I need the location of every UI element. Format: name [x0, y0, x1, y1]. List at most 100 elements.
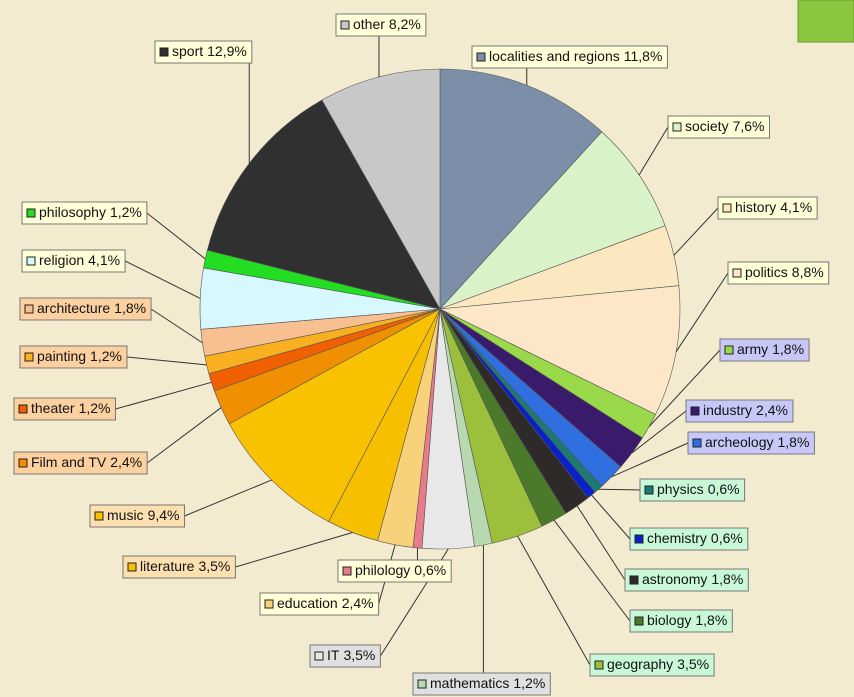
value-label: 1,8% [778, 434, 810, 450]
label-swatch [630, 576, 638, 584]
label-swatch [635, 535, 643, 543]
label-swatch [25, 305, 33, 313]
value-label: 1,8% [711, 571, 743, 587]
label-swatch [341, 21, 349, 29]
slice-label: theater1,2% [14, 398, 116, 420]
slice-label: literature3,5% [123, 556, 235, 578]
value-label: 1,2% [513, 675, 545, 691]
label-swatch [635, 617, 643, 625]
category-name: Film and TV [31, 454, 107, 470]
label-swatch [27, 257, 35, 265]
value-label: 11,8% [624, 48, 663, 64]
category-name: history [735, 199, 776, 215]
label-text: industry2,4% [703, 402, 788, 418]
slice-label: other8,2% [336, 14, 426, 36]
value-label: 7,6% [733, 118, 765, 134]
label-text: history4,1% [735, 199, 812, 215]
value-label: 1,2% [90, 348, 122, 364]
value-label: 8,8% [792, 264, 824, 280]
label-swatch [160, 48, 168, 56]
value-label: 3,5% [343, 647, 375, 663]
category-name: astronomy [642, 571, 707, 587]
category-name: theater [31, 400, 75, 416]
category-name: biology [647, 612, 691, 628]
slice-label: army1,8% [720, 339, 809, 361]
value-label: 2,4% [110, 454, 142, 470]
label-text: astronomy1,8% [642, 571, 743, 587]
value-label: 1,8% [114, 300, 146, 316]
value-label: 8,2% [389, 16, 421, 32]
value-label: 4,1% [780, 199, 812, 215]
category-name: philosophy [39, 204, 106, 220]
label-swatch [265, 600, 273, 608]
slice-label: geography3,5% [590, 654, 714, 676]
category-name: music [107, 507, 144, 523]
slice-label: philology0,6% [338, 560, 451, 582]
label-swatch [673, 123, 681, 131]
value-label: 1,2% [110, 204, 142, 220]
label-swatch [19, 405, 27, 413]
value-label: 1,2% [79, 400, 111, 416]
label-swatch [343, 567, 351, 575]
label-swatch [723, 204, 731, 212]
category-name: mathematics [430, 675, 509, 691]
value-label: 12,9% [207, 43, 247, 59]
category-name: politics [745, 264, 788, 280]
label-swatch [693, 439, 701, 447]
category-name: philology [355, 562, 410, 578]
label-swatch [595, 661, 603, 669]
value-label: 3,5% [198, 558, 230, 574]
value-label: 2,4% [756, 402, 788, 418]
category-name: sport [172, 43, 203, 59]
label-swatch [691, 407, 699, 415]
category-name: education [277, 595, 338, 611]
category-name: physics [657, 481, 704, 497]
corner-square [798, 0, 854, 42]
value-label: 1,8% [772, 341, 804, 357]
label-swatch [645, 486, 653, 494]
value-label: 3,5% [677, 656, 709, 672]
label-swatch [95, 512, 103, 520]
label-swatch [315, 652, 323, 660]
label-text: IT3,5% [327, 647, 375, 663]
slice-label: Film and TV2,4% [14, 452, 147, 474]
slice-label: mathematics1,2% [413, 673, 550, 695]
label-swatch [25, 353, 33, 361]
label-text: geography3,5% [607, 656, 709, 672]
slice-label: history4,1% [718, 197, 817, 219]
value-label: 1,8% [695, 612, 727, 628]
label-swatch [27, 209, 35, 217]
category-name: painting [37, 348, 86, 364]
value-label: 4,1% [88, 252, 120, 268]
category-name: religion [39, 252, 84, 268]
label-text: archeology1,8% [705, 434, 809, 450]
slice-label: chemistry0,6% [630, 528, 748, 550]
value-label: 0,6% [414, 562, 446, 578]
label-swatch [477, 53, 485, 61]
category-name: architecture [37, 300, 110, 316]
label-text: physics0,6% [657, 481, 740, 497]
label-text: religion4,1% [39, 252, 120, 268]
label-swatch [128, 563, 136, 571]
